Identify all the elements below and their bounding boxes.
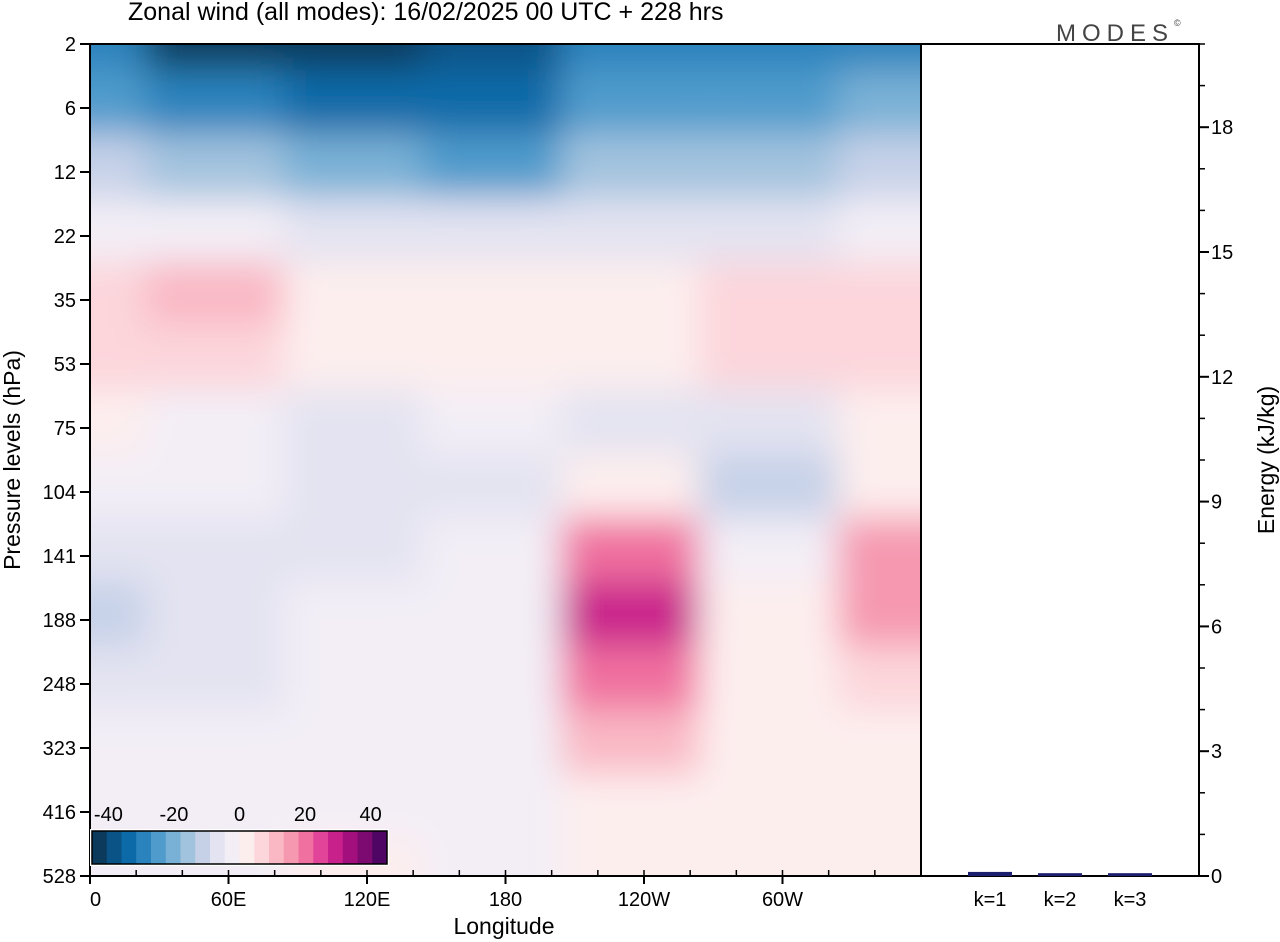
- colorbar-swatch: [165, 831, 181, 864]
- x-tick-label: 0: [90, 889, 101, 911]
- heatmap-cell: [422, 837, 589, 876]
- modes-logo: MODES©: [1056, 18, 1181, 48]
- colorbar-swatch: [239, 831, 255, 864]
- colorbar-swatch: [121, 831, 137, 864]
- y-tick-label: 188: [43, 610, 76, 632]
- y-tick-label: 6: [65, 98, 76, 120]
- x-tick-label: 60E: [211, 889, 247, 911]
- pressure-axis: 2 6 12 22 35 53 75 104 141 188 248 323 416 528: [43, 34, 90, 888]
- y-tick-label: 323: [43, 738, 76, 760]
- x-tick-label: 180: [489, 889, 522, 911]
- heatmap-cell: [283, 69, 451, 147]
- energy-bars: k=1 k=2 k=3: [968, 871, 1152, 911]
- heatmap-cell: [837, 837, 921, 876]
- colorbar-swatch: [106, 831, 122, 864]
- heatmap-cell: [145, 69, 312, 147]
- colorbar-swatch: [313, 831, 329, 864]
- colorbar-swatch: [195, 831, 211, 864]
- energy-axis-title: Energy (kJ/kg): [1253, 386, 1279, 534]
- x-tick-label: 120E: [344, 889, 391, 911]
- y-axis-title: Pressure levels (hPa): [0, 350, 25, 570]
- energy-bar: [968, 871, 1012, 876]
- colorbar-swatch: [224, 831, 240, 864]
- energy-tick-label: 3: [1211, 741, 1222, 763]
- y-tick-label: 416: [43, 802, 76, 824]
- y-tick-label: 12: [54, 162, 76, 184]
- y-tick-label: 528: [43, 866, 76, 888]
- y-tick-label: 22: [54, 226, 76, 248]
- colorbar-swatch: [151, 831, 167, 864]
- colorbar-swatch: [210, 831, 226, 864]
- y-tick-label: 53: [54, 354, 76, 376]
- y-tick-label: 141: [43, 546, 76, 568]
- colorbar-swatch: [180, 831, 196, 864]
- energy-bar: [1038, 873, 1082, 876]
- colorbar-swatch: [136, 831, 152, 864]
- colorbar-swatch: [372, 831, 388, 864]
- colorbar-tick-label: -40: [94, 804, 123, 826]
- y-tick-label: 248: [43, 674, 76, 696]
- colorbar-swatch: [254, 831, 270, 864]
- energy-category-label: k=2: [1044, 889, 1077, 911]
- energy-axis: 0 3 6 9 12 15 18: [1199, 43, 1233, 888]
- colorbar-frame: [91, 830, 388, 865]
- colorbar-swatch: [92, 831, 108, 864]
- x-tick-label: 60W: [762, 889, 803, 911]
- energy-category-label: k=3: [1114, 889, 1147, 911]
- y-tick-label: 75: [54, 418, 76, 440]
- energy-tick-label: 0: [1211, 866, 1222, 888]
- colorbar-tick-label: -20: [159, 804, 188, 826]
- energy-panel-frame: [920, 43, 1200, 877]
- energy-tick-label: 12: [1211, 367, 1233, 389]
- colorbar-swatch: [298, 831, 314, 864]
- logo-text: MODES: [1056, 20, 1175, 47]
- y-tick-label: 2: [65, 34, 76, 56]
- colorbar-tick-label: 40: [359, 804, 381, 826]
- colorbar-swatch: [269, 831, 285, 864]
- colorbar-swatch: [283, 831, 299, 864]
- logo-mark: ©: [1174, 18, 1181, 28]
- colorbar-swatch: [357, 831, 373, 864]
- colorbar-swatch: [328, 831, 344, 864]
- energy-tick-label: 9: [1211, 492, 1222, 514]
- heatmap-cell: [422, 69, 589, 147]
- heatmap-field: [90, 44, 921, 876]
- colorbar-swatch: [342, 831, 358, 864]
- colorbar-tick-label: 0: [234, 804, 245, 826]
- y-tick-label: 104: [43, 482, 76, 504]
- energy-tick-label: 6: [1211, 616, 1222, 638]
- energy-tick-label: 15: [1211, 242, 1233, 264]
- energy-category-label: k=1: [974, 889, 1007, 911]
- colorbar: -40 -20 0 20 40: [90, 804, 389, 866]
- longitude-axis: 0 60E 120E 180 120W 60W: [89, 870, 922, 911]
- energy-tick-label: 18: [1211, 117, 1233, 139]
- x-axis-title: Longitude: [453, 913, 554, 939]
- chart-title: Zonal wind (all modes): 16/02/2025 00 UT…: [128, 0, 724, 26]
- heatmap-cell: [837, 69, 921, 147]
- colorbar-tick-label: 20: [294, 804, 316, 826]
- x-tick-label: 120W: [618, 889, 670, 911]
- energy-bar: [1108, 873, 1152, 876]
- y-tick-label: 35: [54, 290, 76, 312]
